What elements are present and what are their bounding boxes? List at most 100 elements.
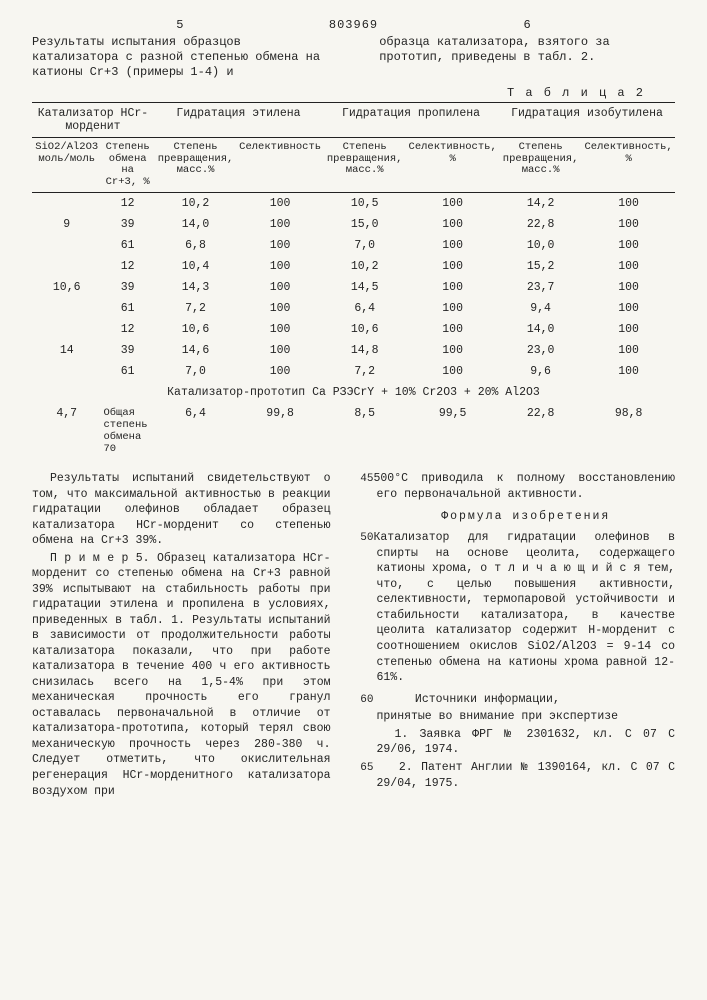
header-row-1: Катализатор HCr-морденит Гидратация этил… [32,103,675,138]
cell: 9 [32,214,101,235]
cell: 100 [406,256,499,277]
table-row: 10,63914,310014,510023,7100 [32,277,675,298]
cell: 12 [101,193,153,215]
cell [32,298,101,319]
col-num-5: 5 [32,18,328,33]
line-num: 60 [352,693,374,708]
cell: 15,0 [323,214,406,235]
body-columns: Результаты испытаний свидетельствуют о т… [32,471,675,801]
para-left-1: Результаты испытаний свидетельствуют о т… [32,471,331,549]
intro-left-text: Результаты испытания образцов катализато… [32,35,328,80]
sh2: Степень обмена на Cr+3, % [101,138,153,193]
sh1: SiO2/Al2O3 моль/моль [32,138,101,193]
table-body: 1210,210010,510014,2100 93914,010015,010… [32,193,675,460]
cell: 22,8 [499,214,582,235]
cell: 100 [406,361,499,382]
intro-left-col: 5 Результаты испытания образцов катализа… [32,18,328,80]
cell: 9,4 [499,298,582,319]
cell: 39 [101,214,153,235]
cell: 14,5 [323,277,406,298]
cell: 100 [582,193,675,215]
cell: 6,4 [154,403,237,459]
cell: 14 [32,340,101,361]
cell: 22,8 [499,403,582,459]
sh4: Селективность [237,138,323,193]
cell: 10,2 [154,193,237,215]
cell: 100 [582,256,675,277]
cell: 100 [237,193,323,215]
patent-page: 803969 5 Результаты испытания образцов к… [0,0,707,1000]
header-row-2: SiO2/Al2O3 моль/моль Степень обмена на C… [32,138,675,193]
cell: 99,5 [406,403,499,459]
cell: 100 [237,340,323,361]
table-row: 616,81007,010010,0100 [32,235,675,256]
cell: 14,3 [154,277,237,298]
doc-number: 803969 [329,18,378,32]
cell: 10,6 [154,319,237,340]
body-right: 45500°С приводила к полному восстановлен… [351,471,676,801]
source-2: 2. Патент Англии № 1390164, кл. C 07 C 2… [377,761,676,790]
cell: 98,8 [582,403,675,459]
cell: 14,8 [323,340,406,361]
cell: 99,8 [237,403,323,459]
para-right-2: Катализатор для гидратации олефинов в сп… [374,531,676,684]
sources-title: Источники информации, [415,693,560,706]
cell: 15,2 [499,256,582,277]
table-row: 93914,010015,010022,8100 [32,214,675,235]
cell: 6,4 [323,298,406,319]
sh8: Селективность, % [582,138,675,193]
cell: 14,2 [499,193,582,215]
table-row: 4,7 Общая степень обмена 70 6,4 99,8 8,5… [32,403,675,459]
cell: 10,6 [32,277,101,298]
table-row: 617,21006,41009,4100 [32,298,675,319]
intro-right-text: образца катализатора, взятого за прототи… [379,35,675,65]
sh7: Степень превращения, масс.% [499,138,582,193]
cell: 23,7 [499,277,582,298]
cell: 61 [101,298,153,319]
cell: 100 [406,319,499,340]
table-label: Т а б л и ц а 2 [32,86,645,100]
line-num: 45 [352,472,374,487]
h-prop: Гидратация пропилена [323,103,499,138]
cell: 100 [406,277,499,298]
para-left-2: П р и м е р 5. Образец катализатора HCr-… [32,551,331,799]
formula-title: Формула изобретения [377,509,676,525]
cell: 14,6 [154,340,237,361]
cell: 100 [406,340,499,361]
para-right-1: 500°С приводила к полному восстановлению… [374,472,676,501]
table-row: 1210,210010,510014,2100 [32,193,675,215]
sh3: Степень превращения, масс.% [154,138,237,193]
cell: 100 [406,235,499,256]
line-num: 65 [352,761,374,776]
prototype-row: Катализатор-прототип Ca РЗЭСrY + 10% Cr2… [32,382,675,403]
cell: 100 [237,235,323,256]
table-row: 617,01007,21009,6100 [32,361,675,382]
sh6: Селективность, % [406,138,499,193]
cell: 61 [101,235,153,256]
prototype-line: Катализатор-прототип Ca РЗЭСrY + 10% Cr2… [32,382,675,403]
cell [32,361,101,382]
cell: 9,6 [499,361,582,382]
cell: 7,2 [323,361,406,382]
sources-sub: принятые во внимание при экспертизе [377,709,676,725]
cell: 100 [406,214,499,235]
cell: 12 [101,256,153,277]
cell: 61 [101,361,153,382]
cell: 12 [101,319,153,340]
cell: 7,0 [323,235,406,256]
cell: 100 [582,277,675,298]
h-iso: Гидратация изобутилена [499,103,675,138]
table-row: 1210,610010,610014,0100 [32,319,675,340]
cell: 7,2 [154,298,237,319]
cell [32,319,101,340]
cell: 100 [582,214,675,235]
cell: 10,2 [323,256,406,277]
cell: 6,8 [154,235,237,256]
cell: 10,5 [323,193,406,215]
cell: 10,4 [154,256,237,277]
cell: 23,0 [499,340,582,361]
cell: 100 [237,214,323,235]
body-left: Результаты испытаний свидетельствуют о т… [32,471,331,801]
cell: Общая степень обмена 70 [101,403,153,459]
cell: 100 [237,256,323,277]
